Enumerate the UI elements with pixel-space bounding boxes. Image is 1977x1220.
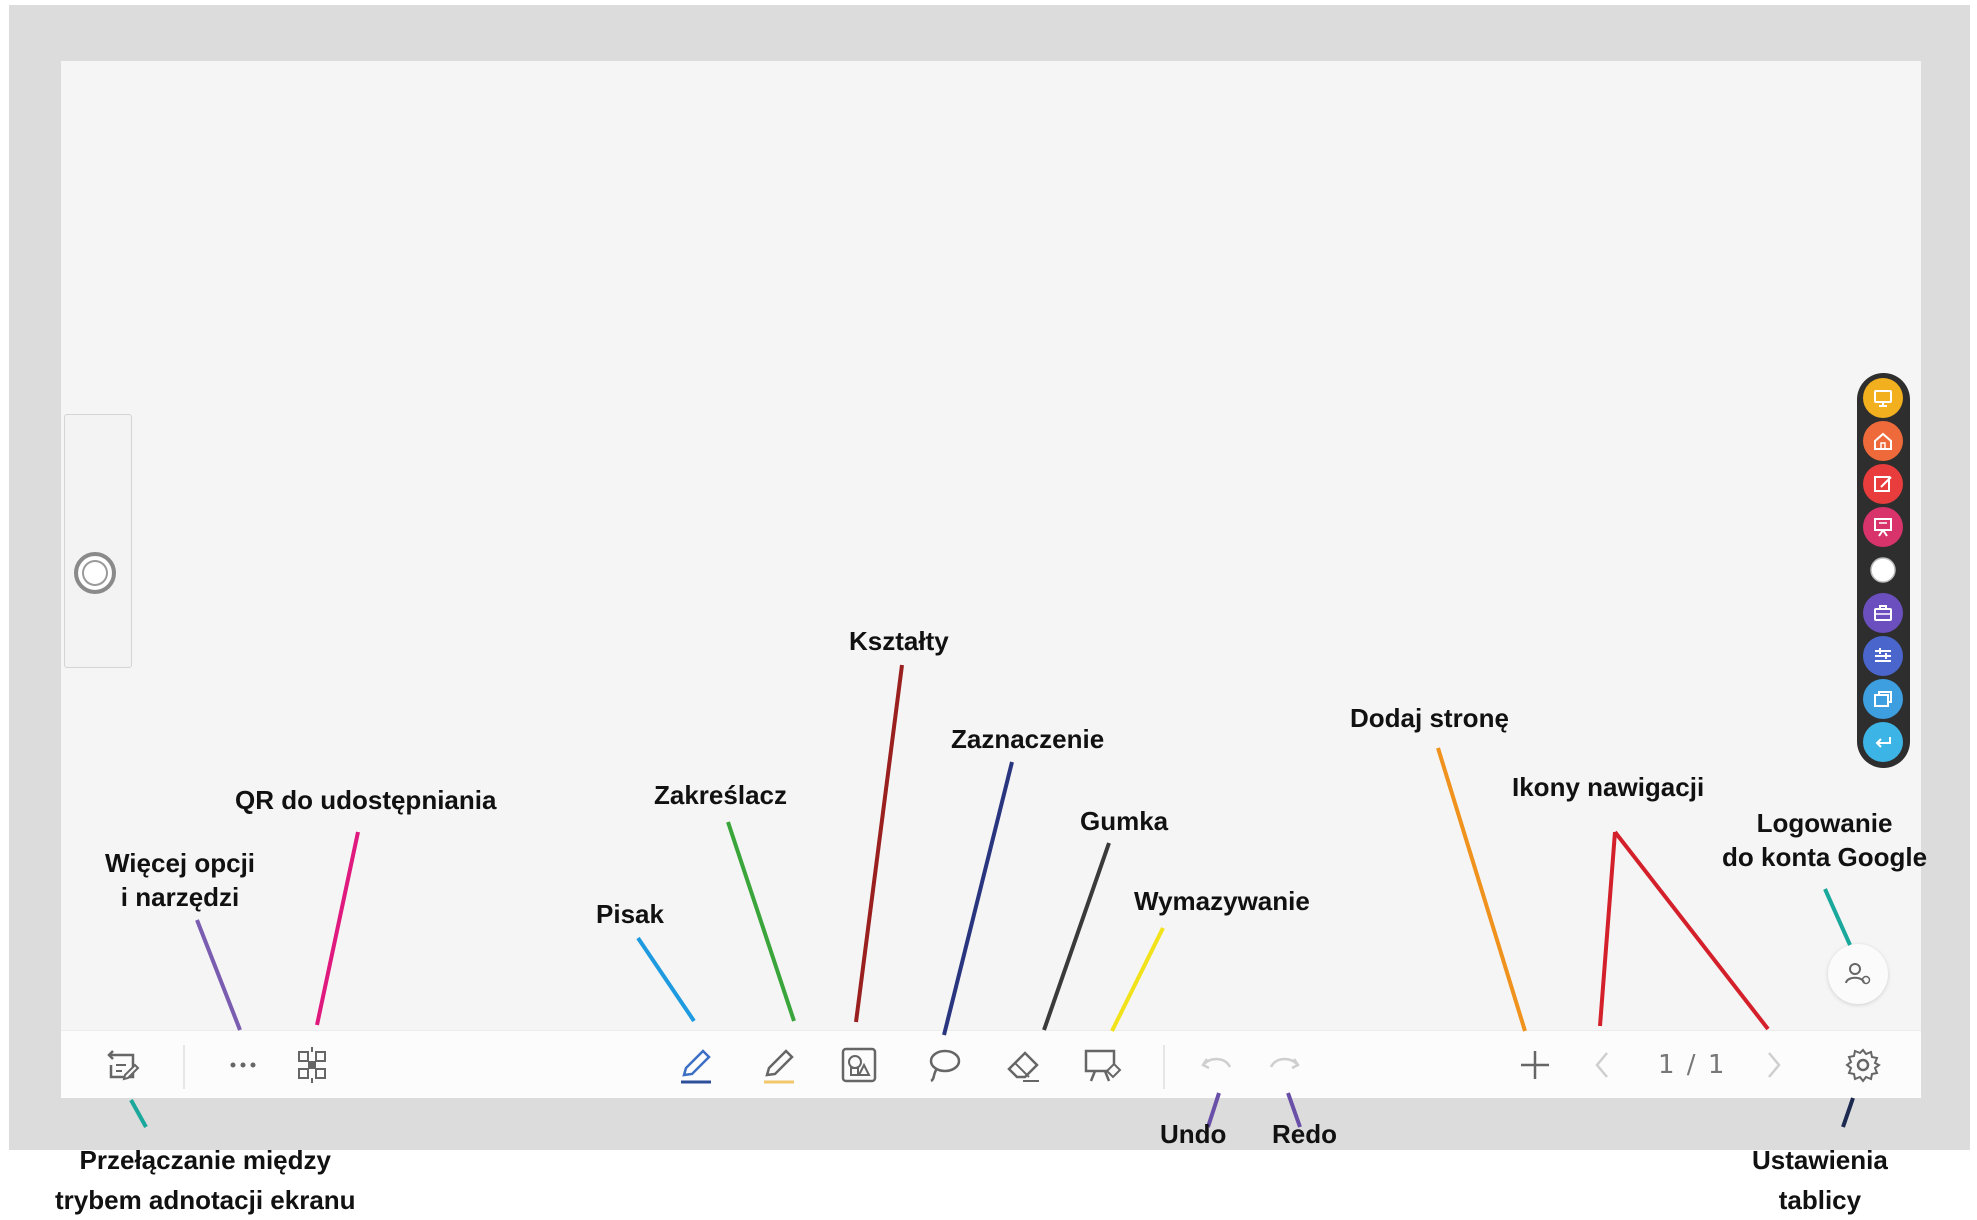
annotation-toggle-icon[interactable] <box>98 1040 148 1090</box>
add-page-icon[interactable] <box>1510 1040 1560 1090</box>
highlighter-icon[interactable] <box>754 1040 804 1090</box>
left-side-panel[interactable] <box>64 414 132 668</box>
label-annotation-toggle: Przełączanie między trybem adnotacji ekr… <box>55 1140 356 1220</box>
circle-icon[interactable] <box>1863 550 1903 590</box>
toolbox-icon[interactable] <box>1863 593 1903 633</box>
label-line: Przełączanie między trybem adnotacji ekr… <box>55 1145 356 1215</box>
more-icon[interactable] <box>218 1040 268 1090</box>
label-line: Logowanie do konta Google <box>1722 808 1928 872</box>
prev-page-icon[interactable] <box>1578 1040 1628 1090</box>
window-icon[interactable] <box>1863 679 1903 719</box>
shapes-icon[interactable] <box>834 1040 884 1090</box>
pen-icon[interactable] <box>671 1040 721 1090</box>
label-selection: Zaznaczenie <box>951 724 1105 754</box>
label-qr-share: QR do udostępniania <box>235 785 497 815</box>
google-login-button[interactable] <box>1828 944 1888 1004</box>
settings-icon[interactable] <box>1838 1040 1888 1090</box>
label-google-login: Logowanie do konta Google <box>1722 806 1927 874</box>
toolbar-divider <box>1163 1045 1165 1089</box>
whiteboard-canvas[interactable] <box>61 61 1921 1097</box>
label-line: Ustawienia tablicy <box>1752 1145 1888 1215</box>
clear-icon[interactable] <box>1078 1040 1128 1090</box>
label-clear: Wymazywanie <box>1134 886 1310 916</box>
floating-menu-button[interactable] <box>74 552 116 594</box>
label-redo: Redo <box>1272 1119 1337 1149</box>
label-more-options: Więcej opcji i narzędzi <box>105 846 255 914</box>
sliders-icon[interactable] <box>1863 636 1903 676</box>
undo-icon[interactable] <box>1192 1040 1242 1090</box>
toolbar-divider <box>183 1045 185 1089</box>
screen-icon[interactable] <box>1863 378 1903 418</box>
label-undo: Undo <box>1160 1119 1227 1149</box>
label-navigation: Ikony nawigacji <box>1512 772 1705 802</box>
edit-icon[interactable] <box>1863 464 1903 504</box>
return-icon[interactable] <box>1863 722 1903 762</box>
right-dock <box>1857 373 1910 768</box>
label-line: Więcej opcji i narzędzi <box>105 848 256 912</box>
eraser-icon[interactable] <box>998 1040 1048 1090</box>
home-icon[interactable] <box>1863 421 1903 461</box>
label-pen: Pisak <box>596 899 664 929</box>
label-eraser: Gumka <box>1080 806 1169 836</box>
label-highlighter: Zakreślacz <box>654 780 787 810</box>
label-add-page: Dodaj stronę <box>1350 703 1509 733</box>
presentation-icon[interactable] <box>1863 507 1903 547</box>
redo-icon[interactable] <box>1259 1040 1309 1090</box>
lasso-icon[interactable] <box>918 1040 968 1090</box>
bottom-toolbar <box>61 1030 1921 1098</box>
user-icon <box>1845 963 1871 985</box>
qr-share-icon[interactable] <box>287 1040 337 1090</box>
next-page-icon[interactable] <box>1748 1040 1798 1090</box>
label-settings: Ustawienia tablicy <box>1752 1140 1888 1220</box>
label-shapes: Kształty <box>849 626 949 656</box>
page-indicator: 1 / 1 <box>1658 1050 1727 1080</box>
